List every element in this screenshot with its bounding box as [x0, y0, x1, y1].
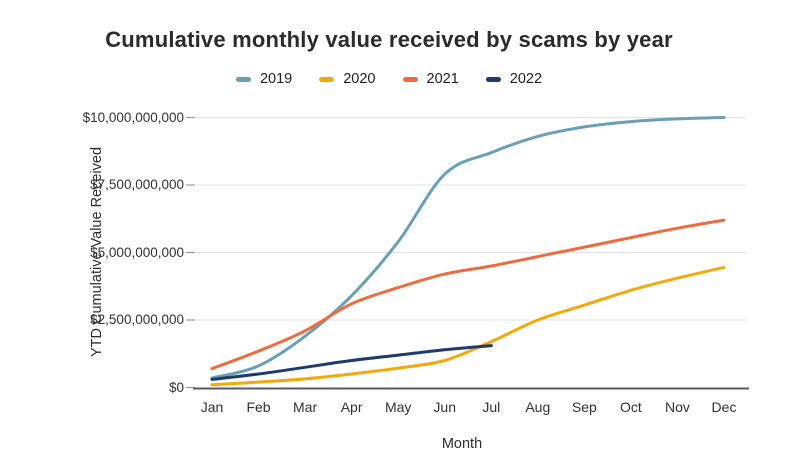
x-tick-label: Nov	[665, 399, 690, 415]
y-tick-label: $0	[168, 379, 184, 395]
legend-label: 2020	[343, 71, 376, 87]
x-tick-label: Jul	[482, 399, 501, 415]
x-tick-label: Sep	[571, 399, 597, 415]
chart-title: Cumulative monthly value received by sca…	[105, 27, 673, 52]
series-line-2020	[210, 265, 726, 387]
x-tick-label: Feb	[246, 399, 271, 415]
legend-swatch-icon	[485, 76, 501, 82]
series-line-2019	[210, 116, 726, 380]
legend-label: 2022	[509, 71, 543, 87]
x-tick-label: Oct	[620, 399, 642, 415]
y-tick-label: $2,500,000,000	[90, 312, 184, 327]
legend-item-2019: 2019	[235, 71, 293, 87]
legend-item-2021: 2021	[402, 71, 459, 87]
legend-item-2022: 2022	[485, 71, 543, 87]
y-tick-label: $10,000,000,000	[82, 109, 184, 125]
y-tick-label: $7,500,000,000	[90, 177, 184, 192]
legend-item-2020: 2020	[319, 71, 376, 87]
x-tick-label: Aug	[525, 399, 551, 415]
x-tick-label: Mar	[293, 399, 318, 415]
x-tick-label: Jan	[200, 399, 224, 415]
x-tick-label: Jun	[433, 399, 456, 415]
legend-label: 2019	[259, 71, 293, 87]
series-line-2021	[210, 218, 726, 371]
x-tick-label: May	[384, 399, 412, 415]
chart-legend: 2019 2020 2021 2022	[0, 70, 778, 88]
y-tick-label: $5,000,000,000	[90, 244, 184, 260]
series-line-2022	[210, 344, 493, 381]
legend-swatch-icon	[235, 76, 251, 82]
legend-swatch-icon	[319, 76, 335, 82]
x-tick-label: Dec	[711, 399, 737, 415]
x-axis-title: Month	[441, 436, 483, 452]
legend-label: 2021	[426, 71, 459, 87]
legend-swatch-icon	[402, 76, 418, 82]
x-tick-label: Apr	[340, 399, 363, 415]
y-axis-title: YTD Cumulative Value Received	[89, 146, 105, 358]
